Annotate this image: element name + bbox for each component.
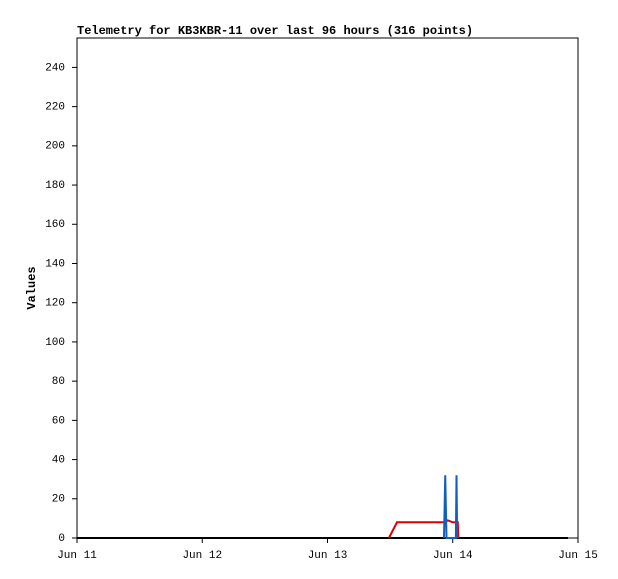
y-tick-label: 0	[58, 533, 65, 545]
chart-title: Telemetry for KB3KBR-11 over last 96 hou…	[77, 24, 473, 38]
x-tick-label: Jun 15	[558, 550, 598, 562]
x-tick-label: Jun 14	[433, 550, 473, 562]
x-tick-label: Jun 11	[57, 550, 97, 562]
y-axis-label: Values	[25, 266, 39, 309]
y-tick-label: 220	[45, 102, 65, 114]
y-tick-label: 160	[45, 219, 65, 231]
y-tick-label: 80	[52, 376, 65, 388]
x-tick-label: Jun 13	[308, 550, 348, 562]
y-tick-label: 20	[52, 494, 65, 506]
y-tick-label: 140	[45, 258, 65, 270]
plot-frame	[76, 37, 579, 539]
y-tick-label: 60	[52, 415, 65, 427]
y-tick-label: 200	[45, 141, 65, 153]
data-line	[442, 475, 459, 539]
y-tick-label: 120	[45, 298, 65, 310]
y-tick-label: 100	[45, 337, 65, 349]
y-tick-label: 40	[52, 454, 65, 466]
y-tick-label: 240	[45, 62, 65, 74]
y-tick-label: 180	[45, 180, 65, 192]
x-tick-label: Jun 12	[182, 550, 222, 562]
